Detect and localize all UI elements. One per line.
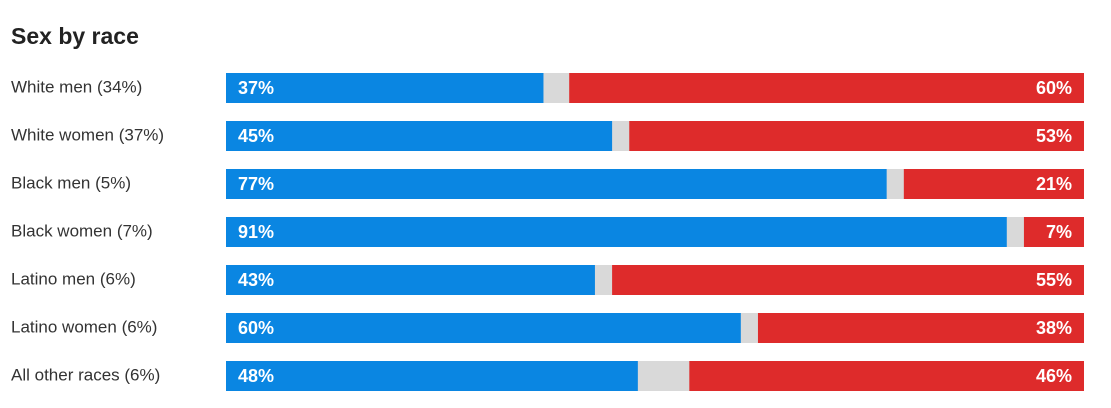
value-label: 46%: [1036, 366, 1072, 386]
bar: [757, 313, 1084, 343]
category-label: White men (34%): [11, 77, 142, 96]
bar: [1023, 217, 1084, 247]
bar: [629, 121, 1084, 151]
value-label: 77%: [238, 174, 274, 194]
value-label: 53%: [1036, 126, 1072, 146]
value-label: 60%: [1036, 78, 1072, 98]
category-label: All other races (6%): [11, 365, 160, 384]
value-label: 91%: [238, 222, 274, 242]
value-label: 43%: [238, 270, 274, 290]
bar: [612, 265, 1084, 295]
value-label: 45%: [238, 126, 274, 146]
value-label: 48%: [238, 366, 274, 386]
bar: [226, 217, 1007, 247]
bar: [226, 73, 544, 103]
bar: [226, 265, 595, 295]
value-label: 38%: [1036, 318, 1072, 338]
value-label: 55%: [1036, 270, 1072, 290]
category-label: Black men (5%): [11, 173, 131, 192]
value-label: 37%: [238, 78, 274, 98]
category-label: Black women (7%): [11, 221, 153, 240]
bar: [226, 313, 741, 343]
bar: [689, 361, 1084, 391]
bar: [903, 169, 1084, 199]
category-label: White women (37%): [11, 125, 164, 144]
bar: [226, 169, 887, 199]
value-label: 21%: [1036, 174, 1072, 194]
value-label: 60%: [238, 318, 274, 338]
bar: [226, 121, 613, 151]
value-label: 7%: [1046, 222, 1072, 242]
category-label: Latino men (6%): [11, 269, 136, 288]
chart-title: Sex by race: [11, 23, 139, 49]
bar: [226, 361, 638, 391]
bar: [569, 73, 1084, 103]
category-label: Latino women (6%): [11, 317, 157, 336]
